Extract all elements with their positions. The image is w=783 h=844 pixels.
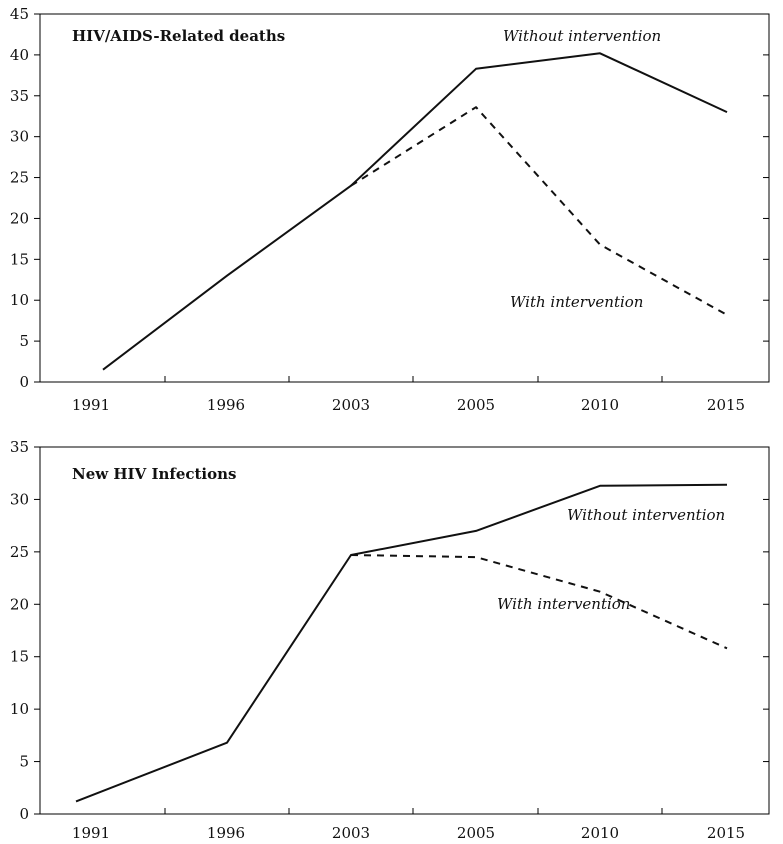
y-tick-label: 0 xyxy=(19,373,29,391)
y-tick-label: 45 xyxy=(10,5,29,23)
chart-title: New HIV Infections xyxy=(72,465,236,483)
series-label-without-intervention: Without intervention xyxy=(567,506,725,524)
y-tick-label: 0 xyxy=(19,805,29,823)
y-tick-label: 30 xyxy=(10,490,29,508)
y-tick-label: 30 xyxy=(10,128,29,146)
y-tick-label: 25 xyxy=(10,169,29,187)
x-tick-label: 1996 xyxy=(207,396,245,414)
x-tick-label: 2003 xyxy=(332,824,370,842)
y-tick-label: 20 xyxy=(10,209,29,227)
y-tick-label: 15 xyxy=(10,250,29,268)
series-line-without-intervention xyxy=(102,52,728,371)
x-tick-label: 2015 xyxy=(707,396,745,414)
series-line-without-intervention xyxy=(75,483,728,803)
chart-new-hiv-infections: New HIV Infections Without intervention … xyxy=(39,446,770,815)
chart-hiv-aids-deaths: HIV/AIDS-Related deaths Without interven… xyxy=(39,13,770,383)
plot-frame xyxy=(39,13,770,383)
y-tick-label: 25 xyxy=(10,543,29,561)
x-tick-label: 2005 xyxy=(457,824,495,842)
series-label-with-intervention: With intervention xyxy=(497,595,630,613)
y-tick-label: 5 xyxy=(19,332,29,350)
y-tick-label: 10 xyxy=(10,700,29,718)
series-line-with-intervention xyxy=(350,106,728,316)
x-tick-label: 1996 xyxy=(207,824,245,842)
y-tick-label: 15 xyxy=(10,648,29,666)
x-tick-label: 1991 xyxy=(72,396,110,414)
chart-title: HIV/AIDS-Related deaths xyxy=(72,27,285,45)
y-tick-label: 35 xyxy=(10,438,29,456)
y-tick-label: 20 xyxy=(10,595,29,613)
y-tick-label: 40 xyxy=(10,46,29,64)
x-tick-label: 2005 xyxy=(457,396,495,414)
plot-frame xyxy=(39,446,770,815)
y-tick-label: 35 xyxy=(10,87,29,105)
chart-1-marks: 0 5 10 15 20 25 30 35 40 45 1991 1996 2003 2005 2010 20… xyxy=(10,5,769,414)
y-tick-label: 5 xyxy=(19,753,29,771)
series-label-without-intervention: Without intervention xyxy=(503,27,661,45)
x-tick-label: 2010 xyxy=(581,824,619,842)
y-tick-label: 10 xyxy=(10,291,29,309)
x-tick-label: 2003 xyxy=(332,396,370,414)
series-label-with-intervention: With intervention xyxy=(510,293,643,311)
chart-2-marks: 0 5 10 15 20 25 30 35 1991 1996 2003 2005 2010 2015 xyxy=(10,438,769,842)
x-tick-label: 2010 xyxy=(581,396,619,414)
x-tick-label: 1991 xyxy=(72,824,110,842)
x-tick-label: 2015 xyxy=(707,824,745,842)
